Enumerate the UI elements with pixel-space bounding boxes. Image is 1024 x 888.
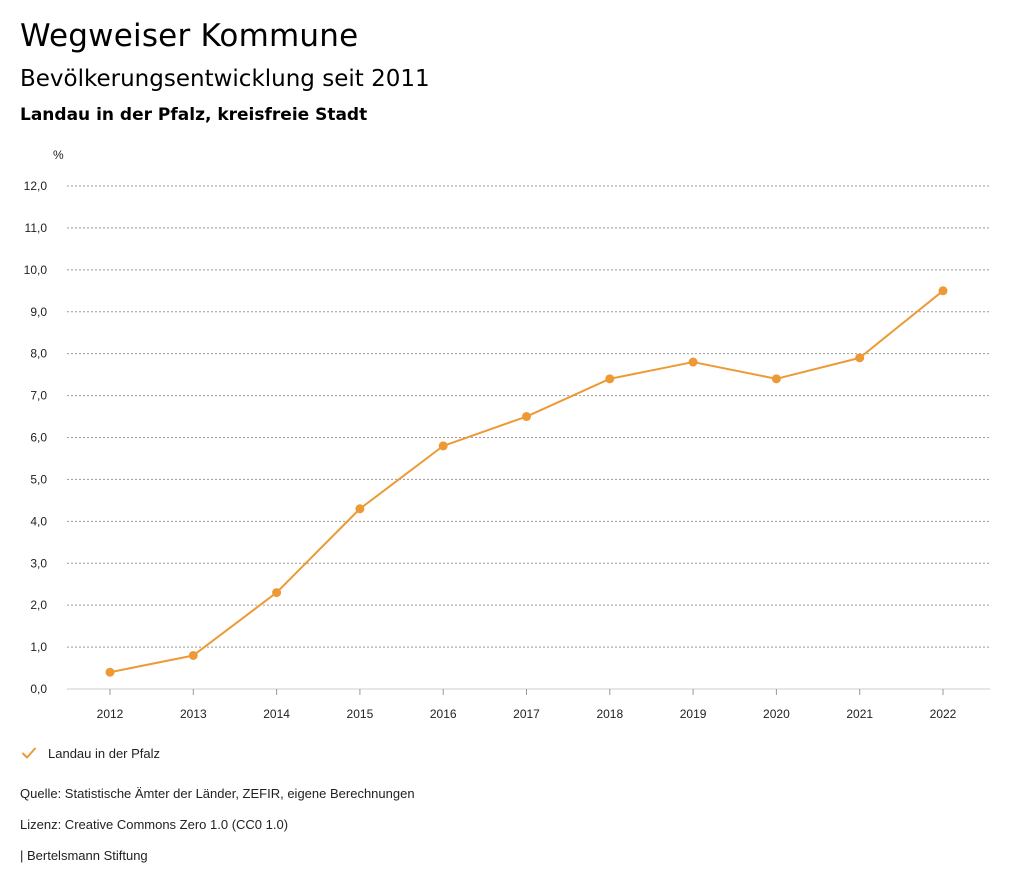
x-tick-label: 2014: [263, 707, 290, 721]
y-tick-label: 9,0: [30, 305, 47, 319]
publisher-note: | Bertelsmann Stiftung: [20, 848, 148, 863]
y-tick-label: 4,0: [30, 514, 47, 528]
checkmark-icon: [22, 747, 36, 759]
x-tick-label: 2018: [596, 707, 623, 721]
x-tick-label: 2019: [680, 707, 707, 721]
y-tick-label: 3,0: [30, 556, 47, 570]
region-name: Landau in der Pfalz, kreisfreie Stadt: [20, 105, 368, 125]
y-tick-label: 6,0: [30, 431, 47, 445]
x-tick-label: 2020: [763, 707, 790, 721]
y-tick-label: 10,0: [24, 263, 48, 277]
y-tick-label: 12,0: [24, 179, 48, 193]
data-point[interactable]: [188, 650, 198, 660]
data-point[interactable]: [355, 504, 365, 514]
data-point[interactable]: [522, 412, 531, 422]
y-tick-label: 11,0: [25, 221, 48, 235]
y-axis-unit-label: %: [53, 148, 64, 162]
y-tick-label: 5,0: [30, 472, 47, 486]
data-point[interactable]: [605, 374, 615, 384]
data-point[interactable]: [105, 667, 115, 677]
x-tick-label: 2017: [513, 707, 540, 721]
x-tick-label: 2012: [97, 707, 124, 721]
x-tick-label: 2013: [180, 707, 207, 721]
x-axis-ticks: 2012 2013 2014 2015 2016 2017 2018 2019 2020 2021…: [97, 689, 957, 721]
y-tick-label: 7,0: [30, 389, 47, 403]
legend-item-landau[interactable]: Landau in der Pfalz: [20, 744, 160, 762]
series-layer: [105, 286, 948, 677]
data-point[interactable]: [272, 588, 282, 598]
x-tick-label: 2022: [930, 707, 957, 721]
data-point[interactable]: [688, 357, 698, 367]
x-tick-label: 2016: [430, 707, 457, 721]
license-note: Lizenz: Creative Commons Zero 1.0 (CC0 1…: [20, 817, 289, 832]
data-point[interactable]: [938, 286, 948, 296]
legend-label: Landau in der Pfalz: [48, 745, 161, 761]
page-title: Wegweiser Kommune: [20, 18, 359, 54]
data-point[interactable]: [855, 353, 865, 363]
y-tick-label: 0,0: [30, 682, 47, 696]
data-point[interactable]: [438, 441, 448, 451]
y-axis-ticks: 0,0 1,0 2,0 3,0 4,0 5,0 6,0 7,0 8,0 9,0 10,0 11,0 12…: [24, 179, 48, 696]
chart-subtitle: Bevölkerungsentwicklung seit 2011: [20, 66, 430, 92]
grid-lines: [67, 185, 990, 690]
data-point[interactable]: [771, 374, 781, 384]
y-tick-label: 1,0: [30, 640, 47, 654]
source-note: Quelle: Statistische Ämter der Länder, Z…: [20, 786, 415, 801]
x-tick-label: 2021: [846, 707, 873, 721]
y-tick-label: 2,0: [30, 598, 47, 612]
x-tick-label: 2015: [347, 707, 374, 721]
series-line: [109, 290, 944, 674]
y-tick-label: 8,0: [30, 347, 47, 361]
line-chart: % 0,0 1,0 2,0 3,0 4,0 5,0 6,0 7,0 8,0 9,0 10,0 11,0…: [24, 148, 990, 721]
